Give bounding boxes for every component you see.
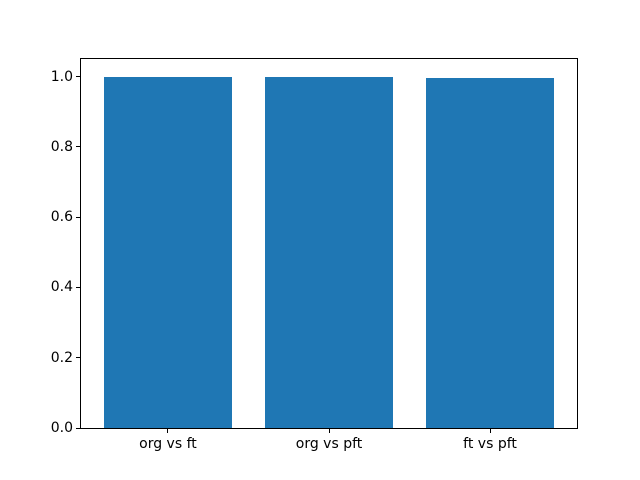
y-tick-label: 0.2	[50, 349, 73, 366]
y-tick-label: 0.4	[50, 279, 73, 296]
y-tick-label: 0.0	[50, 420, 73, 436]
bar-org-vs-pft	[264, 77, 394, 428]
y-tick-mark	[76, 216, 80, 218]
y-tick-label: 0.6	[50, 209, 73, 226]
plot-area: 0.0 0.2 0.4 0.6 0.8 1.0 org vs ft org vs pft ft …	[51, 58, 578, 451]
y-tick-mark	[76, 357, 80, 359]
bar-ft-vs-pft	[425, 78, 555, 428]
y-tick-mark	[76, 286, 80, 288]
x-tick-label: ft vs pft	[463, 436, 517, 452]
bar-org-vs-ft	[103, 77, 233, 428]
y-tick-label: 0.8	[50, 138, 73, 155]
y-tick-label: 1.0	[50, 68, 73, 85]
x-tick-mark	[167, 429, 169, 433]
x-tick-label: org vs ft	[139, 436, 197, 452]
x-tick-mark	[489, 429, 491, 433]
x-tick-mark	[328, 429, 330, 433]
y-tick-mark	[76, 76, 80, 78]
x-tick-label: org vs pft	[295, 436, 363, 452]
y-tick-mark	[76, 427, 80, 429]
y-tick-mark	[76, 146, 80, 148]
